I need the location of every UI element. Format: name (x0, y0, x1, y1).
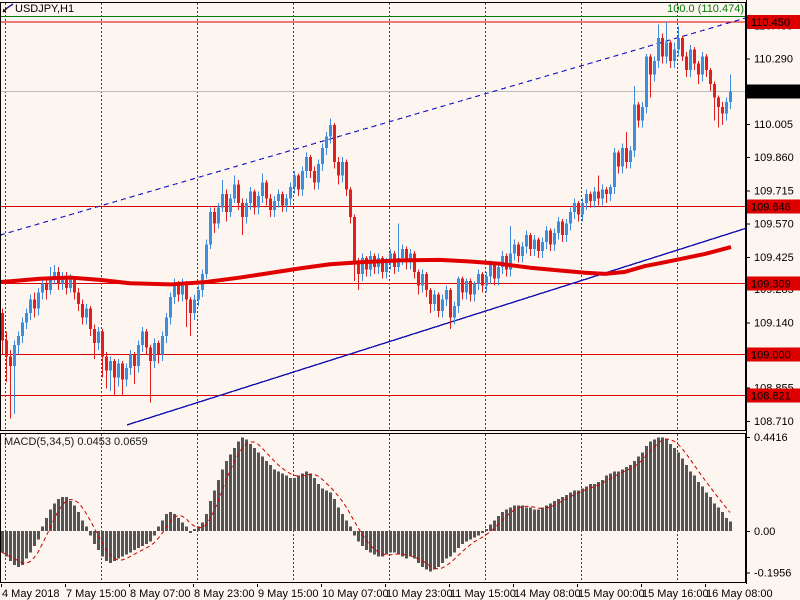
time-tick-label: 4 May 2018 (2, 588, 59, 600)
price-tag-label: 109.000 (751, 349, 791, 361)
time-tick-label: 11 May 15:00 (450, 588, 516, 600)
price-tag-109.646 (747, 199, 800, 214)
time-tick-label: 15 May 16:00 (642, 588, 709, 600)
macd-signal-line (1, 438, 731, 570)
macd-indicator-label: MACD(5,34,5) 0.0453 0.0659 (4, 436, 148, 448)
time-tick-label: 7 May 15:00 (66, 588, 127, 600)
time-tick-label: 8 May 07:00 (130, 588, 191, 600)
price-tag-108.821 (747, 388, 800, 403)
price-tick-label: 109.425 (754, 252, 794, 264)
price-tick-label: 110.290 (754, 54, 793, 66)
macd-tick-label: 0.4416 (754, 432, 788, 444)
macd-tick-label: -0.1956 (754, 568, 791, 580)
price-tag-label: 109.646 (751, 201, 791, 213)
time-tick-label: 15 May 00:00 (578, 588, 645, 600)
price-tick-label: 109.860 (754, 152, 794, 164)
ascending-channel-upper-trendline[interactable] (0, 17, 747, 236)
time-tick-label: 10 May 07:00 (322, 588, 389, 600)
current-price-tag (747, 84, 800, 99)
ascending-support-trendline[interactable] (126, 227, 747, 426)
current-price-tag-label: 110.146 (751, 87, 790, 99)
price-tag-label: 108.821 (751, 390, 791, 402)
price-tag-109.000 (747, 347, 800, 362)
price-tag-109.309 (747, 276, 800, 291)
moving-average-line (0, 245, 732, 287)
price-tick-label: 109.140 (754, 317, 794, 329)
macd-histogram-layer (1, 437, 732, 572)
time-tick-label: 9 May 15:00 (258, 588, 319, 600)
price-tick-label: 110.005 (754, 119, 793, 131)
time-tick-label: 16 May 08:00 (706, 588, 773, 600)
price-tick-label: 109.570 (754, 219, 794, 231)
price-tag-label: 110.450 (751, 17, 790, 29)
macd-panel-border (0, 433, 746, 583)
time-tick-label: 10 May 23:00 (386, 588, 453, 600)
symbol-timeframe-label: USDJPY,H1 (15, 3, 75, 15)
time-tick-label: 14 May 08:00 (514, 588, 581, 600)
macd-tick-label: 0.00 (754, 526, 775, 538)
price-tag-110.450 (747, 15, 800, 29)
main-chart-border (0, 2, 746, 431)
chart-pointer-icon (2, 3, 14, 13)
price-tag-label: 109.309 (751, 279, 791, 291)
time-tick-label: 8 May 23:00 (194, 588, 255, 600)
price-tick-label: 109.715 (754, 185, 794, 197)
fibo-100-annotation: 100.0 (110.474) (667, 3, 744, 15)
price-tick-label: 108.710 (754, 416, 794, 428)
